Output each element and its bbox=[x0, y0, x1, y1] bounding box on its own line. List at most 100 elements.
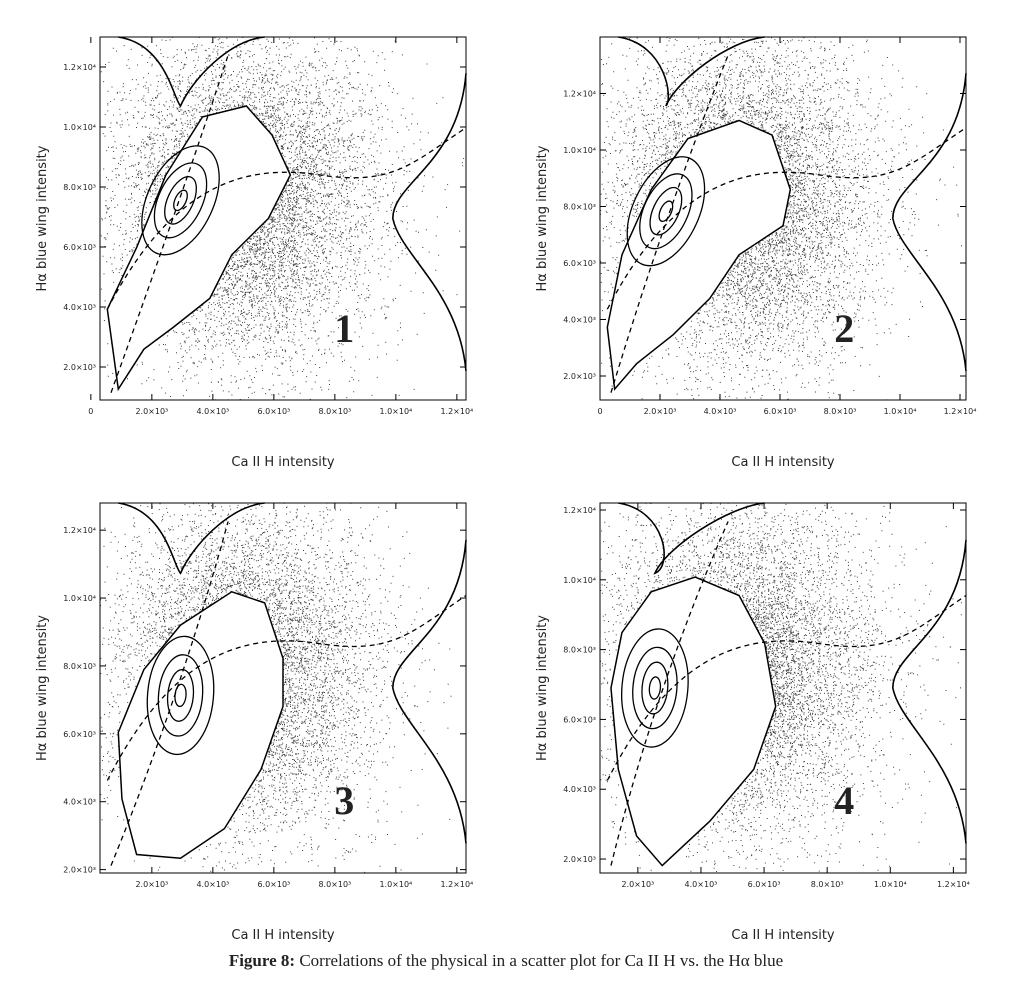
density-hole bbox=[606, 119, 792, 391]
y-tick-label: 2.0×10³ bbox=[63, 866, 96, 875]
contour bbox=[626, 156, 706, 267]
x-tick-label: 1.0×10⁴ bbox=[874, 880, 907, 889]
y-axis-label: Hα blue wing intensity bbox=[35, 145, 50, 291]
x-tick-label: 1.0×10⁴ bbox=[379, 407, 412, 416]
x-tick-label: 8.0×10³ bbox=[824, 407, 857, 416]
contour bbox=[658, 200, 674, 223]
trend-line bbox=[606, 594, 967, 781]
x-tick-label: 8.0×10³ bbox=[318, 407, 351, 416]
y-tick-label: 4.0×10³ bbox=[563, 785, 596, 794]
y-tick-label: 1.2×10⁴ bbox=[63, 63, 96, 72]
x-tick-label: 2.0×10³ bbox=[135, 880, 168, 889]
trend-line bbox=[106, 594, 467, 781]
y-tick-label: 4.0×10³ bbox=[63, 303, 96, 312]
y-tick-label: 1.2×10⁴ bbox=[63, 526, 96, 535]
x-tick-label: 6.0×10³ bbox=[764, 407, 797, 416]
x-tick-label: 2.0×10³ bbox=[621, 880, 654, 889]
y-tick-label: 8.0×10³ bbox=[63, 662, 96, 671]
trend-line bbox=[110, 521, 229, 866]
x-tick-label: 1.2×10⁴ bbox=[440, 880, 473, 889]
y-tick-label: 1.2×10⁴ bbox=[563, 89, 596, 98]
y-axis-label: Hα blue wing intensity bbox=[535, 145, 550, 291]
x-tick-label: 2.0×10³ bbox=[644, 407, 677, 416]
y-tick-label: 4.0×10³ bbox=[63, 798, 96, 807]
profile bbox=[618, 36, 765, 107]
contour bbox=[153, 162, 208, 239]
y-tick-label: 1.0×10⁴ bbox=[563, 576, 596, 585]
y-tick-label: 6.0×10³ bbox=[563, 715, 596, 724]
plot-frame bbox=[99, 36, 467, 401]
y-tick-label: 6.0×10³ bbox=[563, 259, 596, 268]
contour bbox=[648, 676, 662, 700]
x-tick-label: 1.2×10⁴ bbox=[937, 880, 970, 889]
profile bbox=[391, 73, 467, 372]
caption-text: Correlations of the physical in a scatte… bbox=[299, 951, 783, 970]
contour bbox=[157, 654, 204, 737]
y-tick-label: 1.2×10⁴ bbox=[563, 506, 596, 515]
x-tick-label: 4.0×10³ bbox=[685, 880, 718, 889]
contour bbox=[141, 145, 220, 256]
panel-number: 4 bbox=[834, 778, 854, 823]
trend-line bbox=[106, 127, 467, 310]
x-tick-label: 8.0×10³ bbox=[811, 880, 844, 889]
y-tick-label: 6.0×10³ bbox=[63, 243, 96, 252]
caption: Figure 8: Correlations of the physical i… bbox=[229, 951, 783, 970]
x-tick-label: 6.0×10³ bbox=[748, 880, 781, 889]
y-tick-label: 2.0×10³ bbox=[63, 363, 96, 372]
y-tick-label: 8.0×10³ bbox=[563, 646, 596, 655]
profile bbox=[391, 539, 467, 844]
x-tick-label: 6.0×10³ bbox=[257, 880, 290, 889]
x-tick-label: 4.0×10³ bbox=[704, 407, 737, 416]
y-axis-label: Hα blue wing intensity bbox=[35, 615, 50, 761]
y-tick-label: 2.0×10³ bbox=[563, 855, 596, 864]
contour bbox=[164, 176, 197, 225]
density-hole bbox=[106, 105, 292, 392]
trend-line bbox=[610, 54, 729, 393]
trend-line bbox=[110, 54, 229, 393]
x-tick-label: 8.0×10³ bbox=[318, 880, 351, 889]
x-axis-label: Ca II H intensity bbox=[231, 455, 335, 470]
profile bbox=[618, 502, 765, 575]
x-tick-label: 1.2×10⁴ bbox=[440, 407, 473, 416]
x-tick-label: 1.0×10⁴ bbox=[884, 407, 917, 416]
x-tick-label: 2.0×10³ bbox=[135, 407, 168, 416]
contour bbox=[621, 628, 689, 748]
y-tick-label: 2.0×10³ bbox=[563, 372, 596, 381]
panel-number: 3 bbox=[334, 778, 354, 823]
y-axis-label: Hα blue wing intensity bbox=[535, 615, 550, 761]
panel: 2.0×10³ 4.0×10³ 6.0×10³ 8.0×10³ 1.0×10⁴ 1.2×1… bbox=[35, 502, 473, 943]
y-tick-label: 6.0×10³ bbox=[63, 730, 96, 739]
x-tick-label: 1.2×10⁴ bbox=[944, 407, 977, 416]
x-axis-label: Ca II H intensity bbox=[731, 455, 835, 470]
profile bbox=[891, 73, 967, 372]
plot-frame bbox=[599, 36, 967, 401]
contour bbox=[146, 635, 215, 756]
plot-frame bbox=[599, 502, 967, 874]
x-tick-label: 4.0×10³ bbox=[196, 407, 229, 416]
profile bbox=[891, 539, 967, 844]
y-tick-label: 8.0×10³ bbox=[563, 202, 596, 211]
caption-label: Figure 8: bbox=[229, 951, 295, 970]
x-axis-label: Ca II H intensity bbox=[231, 928, 335, 943]
panel: 2.0×10³ 4.0×10³ 6.0×10³ 8.0×10³ 1.0×10⁴ 1.2×1… bbox=[535, 502, 970, 943]
panel: 0 2.0×10³ 4.0×10³ 6.0×10³ 8.0×10³ 1.0×10⁴ 1.2×… bbox=[535, 36, 977, 470]
y-tick-label: 4.0×10³ bbox=[563, 315, 596, 324]
panel: 0 2.0×10³ 4.0×10³ 6.0×10³ 8.0×10³ 1.0×10⁴ 1.2×… bbox=[35, 36, 473, 470]
profile bbox=[118, 502, 265, 575]
x-tick-label: 0 bbox=[88, 407, 93, 416]
y-tick-label: 8.0×10³ bbox=[63, 183, 96, 192]
x-tick-label: 0 bbox=[597, 407, 602, 416]
x-axis-label: Ca II H intensity bbox=[731, 928, 835, 943]
trend-line bbox=[606, 127, 967, 310]
contour bbox=[649, 186, 683, 236]
trend-line bbox=[610, 521, 729, 866]
x-tick-label: 6.0×10³ bbox=[257, 407, 290, 416]
y-tick-label: 1.0×10⁴ bbox=[63, 594, 96, 603]
x-tick-label: 4.0×10³ bbox=[196, 880, 229, 889]
plot-frame bbox=[99, 502, 467, 874]
density-hole bbox=[117, 590, 284, 859]
y-tick-label: 1.0×10⁴ bbox=[563, 146, 596, 155]
panel-number: 1 bbox=[334, 306, 354, 351]
x-tick-label: 1.0×10⁴ bbox=[379, 880, 412, 889]
